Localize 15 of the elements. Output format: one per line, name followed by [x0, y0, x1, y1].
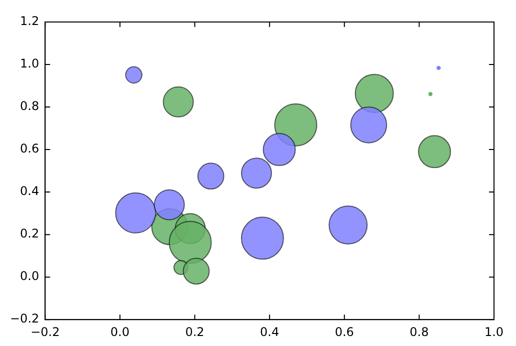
x-tick-label: 0.2 [185, 324, 204, 339]
y-tick-label: 0.6 [20, 142, 40, 156]
y-tick-label: 0.0 [20, 269, 40, 284]
y-tick-label: −0.2 [10, 312, 40, 326]
x-tick-label: 0.8 [410, 324, 429, 339]
x-tick-label: 0.4 [260, 324, 280, 339]
y-tick-label: 1.2 [20, 14, 40, 28]
x-tick-label: −0.2 [30, 324, 60, 339]
x-tick-label: 0.0 [110, 324, 130, 339]
y-tick-label: 0.8 [20, 99, 40, 114]
y-tick-label: 0.4 [20, 184, 40, 198]
y-tick-label: 1.0 [20, 56, 40, 71]
x-tick-label: 0.6 [334, 324, 354, 339]
y-tick-label: 0.2 [20, 226, 40, 241]
x-tick-label: 1.0 [484, 324, 504, 339]
